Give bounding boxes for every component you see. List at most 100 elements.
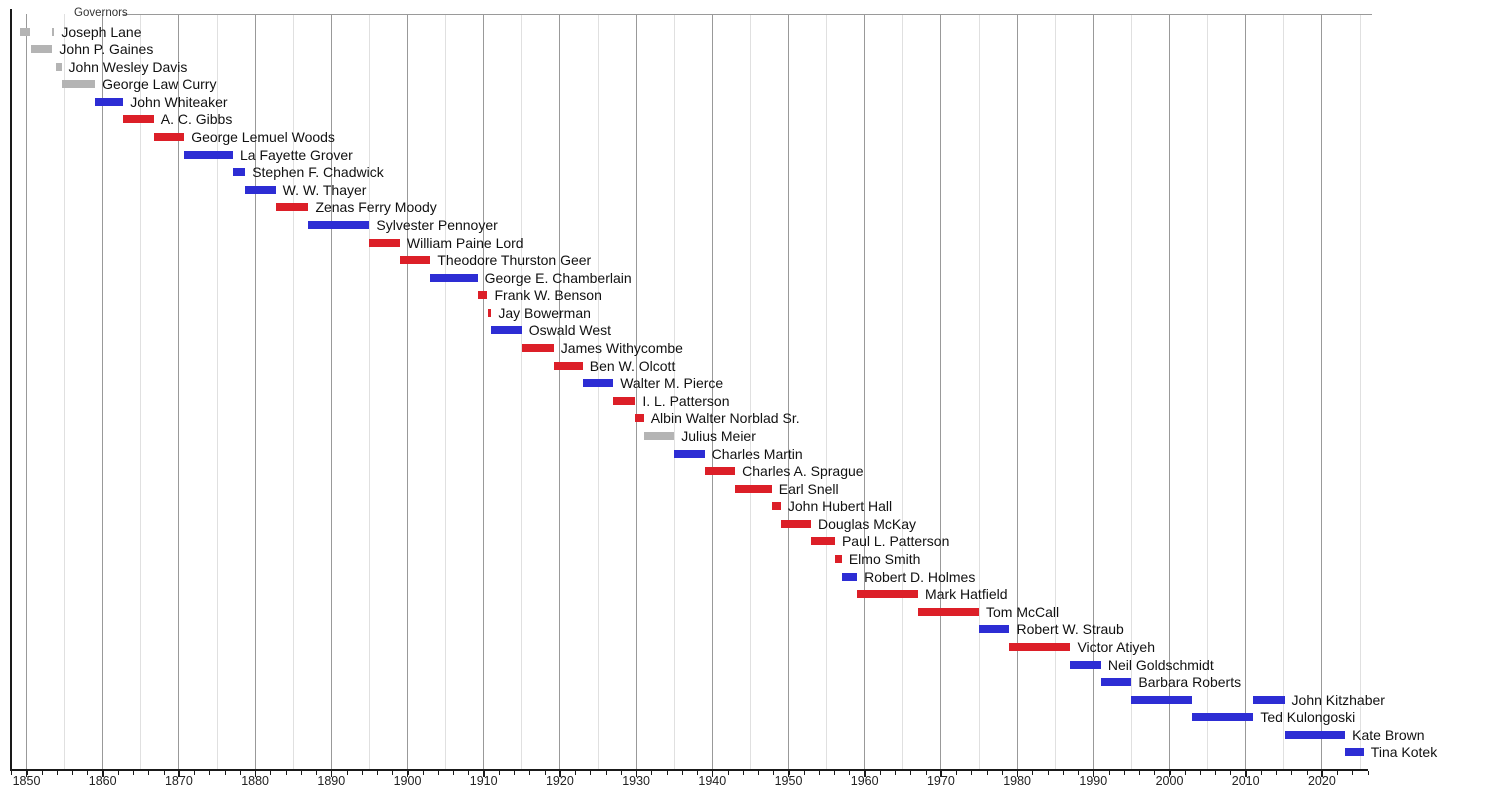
gantt-bar [1070,660,1101,669]
governor-name-label: Robert D. Holmes [864,568,976,585]
gridline-1890 [330,14,332,770]
gridline-2020 [1321,14,1323,770]
gridline-1865 [140,14,142,770]
gridline-1970 [940,14,942,770]
axis-tick-label-2020: 2020 [1307,773,1336,786]
gantt-bar [233,168,246,177]
x-axis-minor-tick [1032,771,1034,775]
x-axis-minor-tick [270,771,272,775]
governor-name-label: Paul L. Patterson [841,533,950,550]
gridline-1990 [1092,14,1094,770]
x-axis-major-tick [559,771,561,777]
x-axis-minor-tick [1199,771,1201,775]
gantt-bar [369,238,400,247]
x-axis-major-tick [940,771,942,777]
governor-name-label: Stephen F. Chadwick [252,164,384,181]
axis-tick-label-1890: 1890 [317,773,346,786]
governor-name-label: Charles Martin [711,445,803,462]
governor-name-label: Charles A. Sprague [742,463,864,480]
gantt-bar [123,115,154,124]
x-axis-minor-tick [1337,771,1339,775]
x-axis-major-tick [1092,771,1095,777]
x-axis-minor-tick [849,771,851,775]
governor-name-label: John Whiteaker [130,93,228,110]
x-axis-minor-tick [803,771,805,775]
governor-name-label: John Kitzhaber [1291,691,1385,708]
x-axis-minor-tick [1047,771,1049,775]
axis-tick-label-1950: 1950 [774,773,803,786]
governor-name-label: Zenas Ferry Moody [315,199,437,216]
x-axis-major-tick [635,771,637,777]
governor-name-label: Sylvester Pennoyer [376,216,498,233]
x-axis-minor-tick [590,771,592,775]
gridline-1930 [635,14,637,770]
x-axis-minor-tick [209,771,211,775]
x-axis-minor-tick [1230,771,1232,775]
x-axis-minor-tick [910,771,912,775]
gridline-2015 [1283,14,1285,770]
gridline-2025 [1359,14,1361,770]
gantt-bar [1100,678,1132,687]
governor-name-label: Elmo Smith [848,551,921,568]
governor-name-label: Julius Meier [681,427,756,444]
x-axis-minor-tick [651,771,653,775]
gantt-bar [1009,642,1071,651]
x-axis-minor-tick [879,771,881,775]
x-axis-minor-tick [773,771,775,775]
x-axis-major-tick [330,771,333,777]
governor-name-label: La Fayette Grover [240,146,353,163]
x-axis-minor-tick [1291,771,1293,775]
x-axis-minor-tick [87,771,89,775]
x-axis-minor-tick [925,771,927,775]
x-axis-minor-tick [605,771,607,775]
axis-tick-label-1920: 1920 [545,773,574,786]
x-axis-minor-tick [1184,771,1186,775]
x-axis-minor-tick [453,771,455,775]
gantt-bar [275,203,309,212]
gridline-1870 [178,14,180,770]
x-axis-major-tick [1016,771,1018,777]
gantt-bar [834,555,842,564]
gantt-bar [31,45,53,54]
gridline-1915 [521,14,523,770]
gantt-bar [153,133,185,141]
x-axis-minor-tick [1215,771,1217,775]
chart-title: Governors [74,7,128,19]
gantt-bar [491,326,522,335]
x-axis-minor-tick [1260,771,1262,775]
governor-name-label: George Law Curry [102,76,217,93]
gantt-bar [521,344,554,353]
gridline-1995 [1130,14,1132,770]
x-axis-minor-tick [742,771,744,775]
x-axis-major-tick [1245,771,1247,777]
governor-name-label: Frank W. Benson [494,287,602,304]
governor-name-label: Earl Snell [778,480,839,497]
x-axis-minor-tick [1276,771,1278,775]
governor-name-label: John Wesley Davis [68,58,188,75]
x-axis-minor-tick [300,771,302,775]
gantt-bar [613,396,636,405]
axis-tick-label-1910: 1910 [469,773,498,786]
governor-name-label: Albin Walter Norblad Sr. [650,410,800,427]
x-axis-minor-tick [377,771,379,775]
governor-name-label: John P. Gaines [59,41,154,58]
axis-tick-label-1850: 1850 [12,773,41,786]
x-axis-minor-tick [316,771,318,775]
gantt-bar [308,220,370,229]
gridline-1940 [711,14,713,770]
gridline-1980 [1016,14,1018,770]
gantt-bar [1131,695,1193,704]
governor-name-label: Tina Kotek [1370,744,1438,761]
gantt-bar [56,62,62,71]
x-axis-minor-tick [361,771,363,775]
gantt-bar [184,150,233,159]
x-axis-minor-tick [575,771,577,775]
gridline-1900 [407,14,408,770]
gridline-1880 [254,14,256,770]
governor-name-label: W. W. Thayer [282,181,367,198]
x-axis-minor-tick [56,771,58,775]
x-axis-minor-tick [11,771,13,775]
x-axis-minor-tick [697,771,699,775]
x-axis-minor-tick [392,771,394,775]
